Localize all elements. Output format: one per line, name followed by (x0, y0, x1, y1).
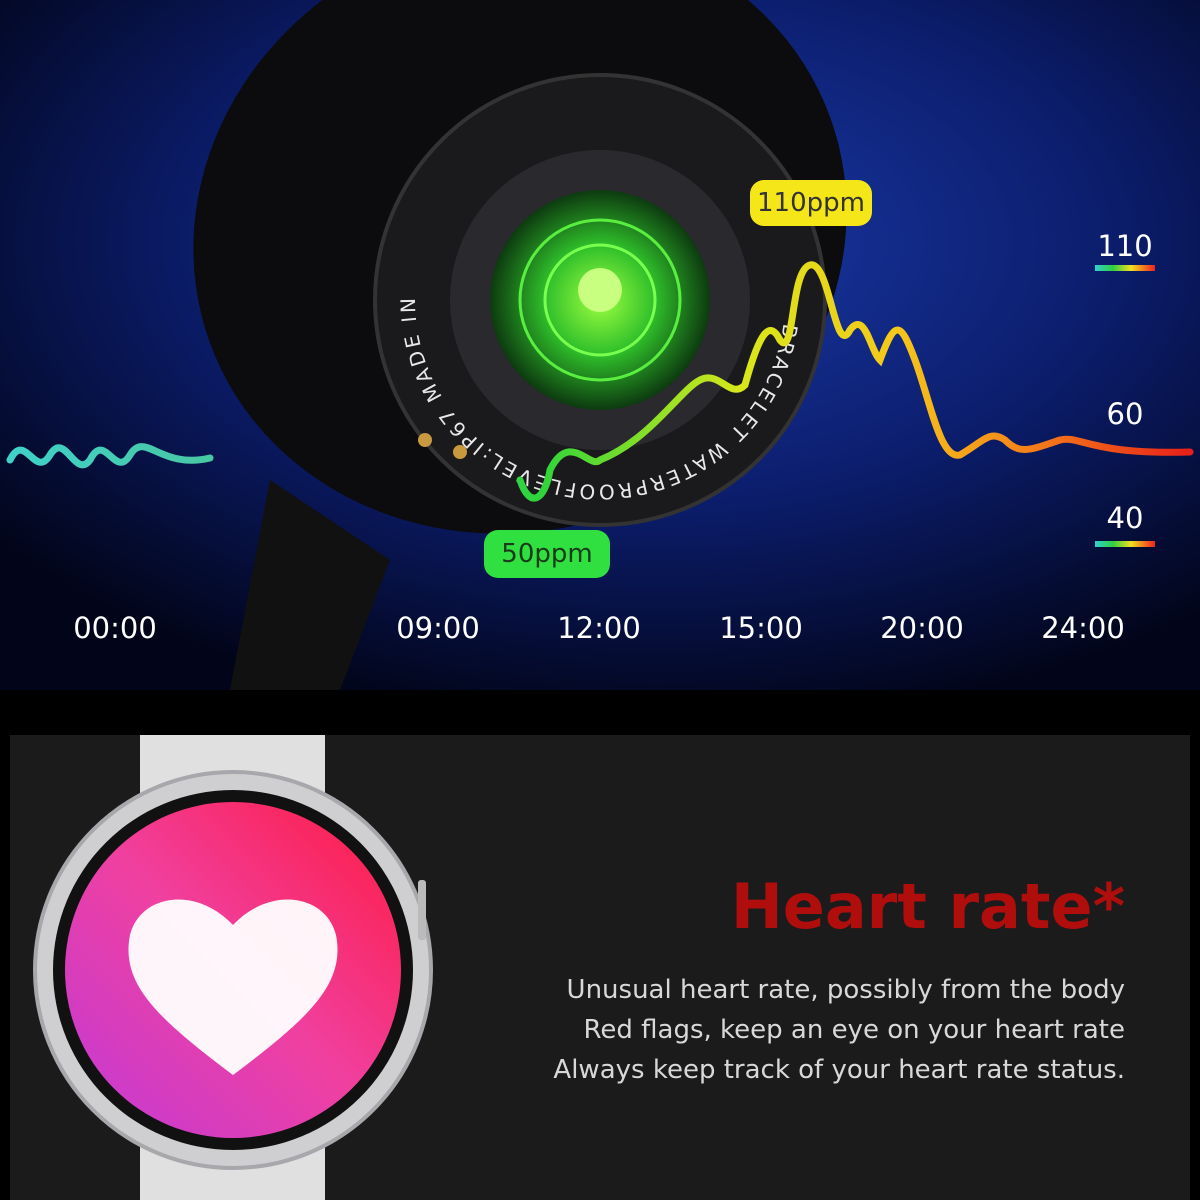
time-label: 24:00 (1041, 611, 1125, 645)
description-line: Red flags, keep an eye on your heart rat… (583, 1015, 1125, 1045)
time-axis: 00:00 09:00 12:00 15:00 20:00 24:00 (73, 611, 1125, 645)
time-label: 15:00 (719, 611, 803, 645)
callout-high-text: 110ppm (757, 188, 865, 218)
callout-low (484, 530, 610, 578)
callout-low-text: 50ppm (501, 539, 592, 569)
scale-label: 40 (1107, 501, 1144, 535)
callout-high (750, 180, 872, 226)
time-label: 00:00 (73, 611, 157, 645)
time-label: 20:00 (880, 611, 964, 645)
section-title: Heart rate* (731, 870, 1125, 943)
description-line: Always keep track of your heart rate sta… (553, 1055, 1125, 1085)
time-label: 09:00 (396, 611, 480, 645)
scale-label: 60 (1107, 397, 1144, 431)
description-line: Unusual heart rate, possibly from the bo… (567, 975, 1125, 1005)
scale-bar (1095, 265, 1155, 271)
watch-front (33, 735, 433, 1200)
scale-label: 110 (1097, 229, 1152, 263)
scale-bar (1095, 541, 1155, 547)
heart-rate-wave (6, 261, 1194, 502)
time-label: 12:00 (557, 611, 641, 645)
